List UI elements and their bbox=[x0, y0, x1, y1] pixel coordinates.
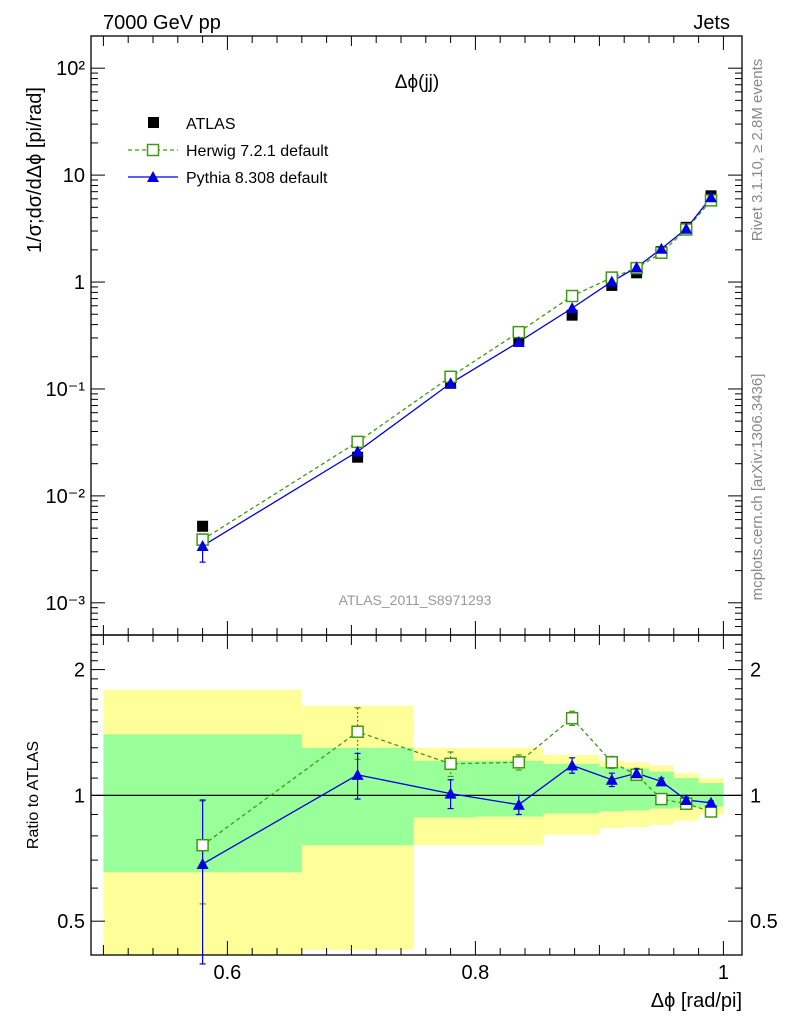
pythia-ratio-point bbox=[680, 793, 693, 805]
herwig-ratio-point bbox=[512, 756, 526, 769]
ratio-y-tick-label-right: 1 bbox=[750, 785, 761, 807]
main-panel-series bbox=[196, 190, 718, 563]
x-tick-label: 0.8 bbox=[461, 962, 489, 984]
herwig-ratio-line bbox=[202, 717, 712, 846]
legend-herwig-marker bbox=[146, 143, 160, 157]
y-tick-label: 10⁻¹ bbox=[46, 379, 86, 401]
pythia-ratio-point bbox=[605, 773, 618, 785]
main-y-axis-label: 1/σ;dσ/dΔϕ [pi/rad] bbox=[24, 87, 46, 253]
y-tick-label: 10⁻² bbox=[46, 486, 86, 508]
y-tick-label: 10 bbox=[63, 165, 85, 187]
pythia-ratio-point bbox=[705, 796, 717, 808]
pythia-ratio-point bbox=[444, 787, 457, 799]
y-tick-label: 1 bbox=[74, 272, 85, 294]
ratio-y-tick-label: 2 bbox=[74, 660, 85, 682]
herwig-ratio-point bbox=[565, 711, 579, 725]
legend-herwig-label: Herwig 7.2.1 default bbox=[186, 143, 329, 160]
pythia-ratio-point bbox=[351, 768, 364, 780]
header-right: Jets bbox=[693, 12, 730, 34]
legend: ATLAS Herwig 7.2.1 default Pythia 8.308 … bbox=[128, 116, 329, 187]
herwig-point bbox=[565, 289, 579, 303]
pythia-point bbox=[655, 242, 668, 254]
band-inner bbox=[413, 760, 476, 818]
header-left: 7000 GeV pp bbox=[103, 12, 221, 34]
atlas-point bbox=[352, 451, 364, 463]
pythia-point bbox=[512, 335, 525, 347]
ratio-y-tick-label-right: 0.5 bbox=[750, 911, 778, 933]
legend-pythia-label: Pythia 8.308 default bbox=[186, 170, 328, 187]
pythia-line bbox=[202, 196, 712, 547]
herwig-ratio-point bbox=[196, 838, 209, 852]
y-tick-label: 10² bbox=[56, 58, 85, 80]
pythia-ratio-point bbox=[512, 798, 525, 810]
legend-pythia-marker bbox=[147, 171, 159, 182]
axis-tick-labels: 10⁻³ 10⁻² 10⁻¹ 1 10 10² 0.5 0.5 1 1 2 2 0.6 0.8 1 bbox=[46, 58, 778, 984]
herwig-ratio-point bbox=[605, 756, 619, 769]
analysis-watermark: ATLAS_2011_S8971293 bbox=[339, 592, 492, 608]
plot-title: Δϕ(jj) bbox=[395, 72, 439, 93]
pythia-point bbox=[605, 275, 618, 287]
pythia-ratio-point bbox=[566, 759, 579, 771]
pythia-ratio-point bbox=[630, 767, 643, 779]
herwig-point bbox=[512, 325, 526, 339]
legend-atlas-label: ATLAS bbox=[186, 116, 236, 133]
atlas-point bbox=[566, 309, 578, 321]
ratio-y-tick-label: 0.5 bbox=[57, 911, 85, 933]
ratio-y-tick-label: 1 bbox=[74, 785, 85, 807]
pythia-point bbox=[196, 539, 209, 551]
pythia-point bbox=[351, 445, 364, 457]
mcplots-citation-label: mcplots.cern.ch [arXiv:1306.3436] bbox=[749, 374, 766, 601]
herwig-line bbox=[202, 199, 712, 541]
pythia-point bbox=[680, 222, 693, 234]
band-inner bbox=[475, 760, 544, 817]
pythia-ratio-point bbox=[196, 858, 209, 870]
legend-atlas-marker bbox=[148, 117, 159, 128]
pythia-ratio-point bbox=[655, 775, 668, 787]
atlas-point bbox=[197, 520, 209, 532]
herwig-ratio-point bbox=[444, 757, 457, 771]
x-tick-label: 1 bbox=[718, 962, 729, 984]
rivet-version-label: Rivet 3.1.10, ≥ 2.8M events bbox=[749, 59, 766, 242]
pythia-point bbox=[705, 191, 717, 203]
pythia-ratio-line bbox=[202, 764, 712, 865]
ratio-y-axis-label: Ratio to ATLAS bbox=[25, 741, 42, 849]
pythia-point bbox=[566, 302, 579, 314]
herwig-ratio-point bbox=[655, 792, 668, 806]
x-axis-label: Δϕ [rad/pi] bbox=[651, 990, 742, 1012]
y-tick-label: 10⁻³ bbox=[46, 593, 86, 615]
ratio-panel-series bbox=[196, 707, 718, 965]
herwig-ratio-point bbox=[351, 725, 364, 739]
x-tick-label: 0.6 bbox=[213, 962, 241, 984]
band-inner bbox=[543, 763, 600, 814]
ratio-uncertainty-bands bbox=[103, 689, 724, 955]
axis-ticks bbox=[91, 35, 742, 955]
ratio-y-tick-label-right: 2 bbox=[750, 660, 761, 682]
pythia-point bbox=[444, 377, 457, 389]
pythia-point bbox=[630, 261, 643, 273]
